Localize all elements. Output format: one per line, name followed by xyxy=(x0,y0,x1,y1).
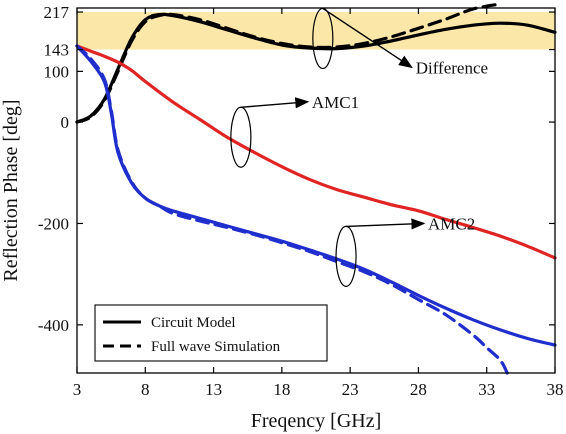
series-line-amc2-full-wave xyxy=(75,44,509,375)
series-line-amc1-circuit xyxy=(75,44,557,260)
x-tick-label-28: 28 xyxy=(410,380,427,399)
annotation-label-amc2: AMC2 xyxy=(428,214,475,233)
y-tick-label-217: 217 xyxy=(44,3,70,22)
series-line-difference-full-wave xyxy=(75,2,502,124)
x-tick-label-13: 13 xyxy=(205,380,222,399)
legend-layer: Circuit Model Full wave Simulation xyxy=(94,304,328,362)
annotation-arrow-difference xyxy=(322,7,413,69)
legend-box xyxy=(94,304,328,362)
y-axis-title: Reflection Phase [deg] xyxy=(0,99,22,281)
x-tick-label-18: 18 xyxy=(273,380,290,399)
annotation-arrow-amc1 xyxy=(240,97,310,109)
x-tick-label-3: 3 xyxy=(73,380,82,399)
x-axis-title: Freqency [GHz] xyxy=(251,410,382,432)
plot-frame xyxy=(76,7,556,374)
x-tick-label-8: 8 xyxy=(141,380,150,399)
series-layer xyxy=(75,2,557,375)
y-tick-label--200: -200 xyxy=(38,214,69,233)
x-tick-label-23: 23 xyxy=(342,380,359,399)
y-tick-label-100: 100 xyxy=(44,62,70,81)
y-tick-label-143: 143 xyxy=(44,41,70,60)
annotation-arrow-amc2 xyxy=(346,218,426,230)
x-tick-label-33: 33 xyxy=(478,380,495,399)
annotation-label-difference: Difference xyxy=(416,58,488,77)
legend-label-0: Circuit Model xyxy=(151,315,236,331)
y-tick-label-0: 0 xyxy=(61,113,70,132)
legend-label-1: Full wave Simulation xyxy=(151,339,281,355)
annotation-label-amc1: AMC1 xyxy=(312,93,359,112)
x-tick-label-38: 38 xyxy=(547,380,564,399)
y-tick-label--400: -400 xyxy=(38,316,69,335)
